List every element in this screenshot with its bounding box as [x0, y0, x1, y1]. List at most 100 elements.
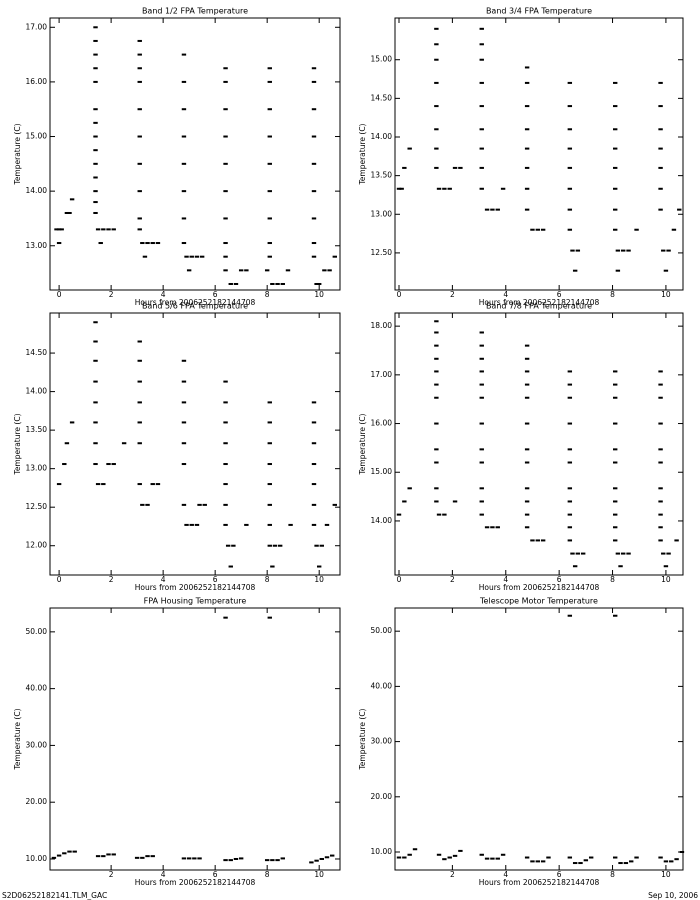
x-tick-label: 6	[213, 290, 218, 299]
point	[479, 383, 484, 386]
point	[613, 147, 618, 150]
point	[613, 370, 618, 373]
point	[56, 854, 62, 857]
point	[93, 421, 98, 424]
point	[267, 503, 272, 506]
point	[479, 147, 484, 150]
point	[434, 58, 439, 61]
point	[223, 421, 228, 424]
point	[524, 370, 530, 373]
point	[613, 539, 618, 542]
point	[621, 552, 626, 555]
point	[311, 80, 317, 83]
point	[458, 849, 463, 852]
point	[402, 500, 407, 503]
point	[613, 128, 618, 131]
point	[311, 401, 317, 404]
point	[184, 255, 189, 258]
point	[524, 422, 530, 425]
point	[324, 523, 330, 526]
point	[181, 442, 187, 445]
point	[93, 380, 98, 383]
point	[524, 856, 530, 859]
point	[197, 857, 202, 860]
point	[658, 448, 663, 451]
point	[524, 487, 530, 490]
point	[267, 162, 272, 165]
point	[62, 463, 67, 466]
point	[145, 855, 150, 858]
point	[495, 857, 500, 860]
point	[567, 105, 573, 108]
point	[658, 422, 663, 425]
point	[140, 856, 145, 859]
x-tick-label: 10	[661, 575, 671, 584]
point	[524, 147, 530, 150]
point	[495, 208, 500, 211]
point	[618, 862, 623, 865]
point	[150, 242, 155, 245]
point	[524, 81, 530, 84]
point	[615, 269, 621, 272]
y-tick-label: 14.00	[371, 132, 393, 141]
point	[223, 190, 228, 193]
point	[434, 461, 439, 464]
point	[311, 217, 317, 220]
x-tick-label: 2	[450, 870, 455, 879]
point	[530, 860, 535, 863]
x-tick-label: 4	[161, 290, 166, 299]
y-axis-label: Temperature (C)	[13, 123, 22, 185]
point	[407, 487, 412, 490]
point	[479, 27, 484, 30]
point	[267, 108, 272, 111]
point	[540, 539, 546, 542]
point	[626, 552, 631, 555]
point	[270, 565, 275, 568]
point	[567, 422, 573, 425]
point	[658, 105, 663, 108]
y-axis-label: Temperature (C)	[13, 708, 22, 770]
x-tick-label: 6	[557, 870, 562, 879]
point	[62, 852, 67, 855]
point	[181, 401, 187, 404]
point	[524, 500, 530, 503]
x-tick-label: 4	[503, 870, 508, 879]
point	[442, 858, 447, 861]
point	[407, 853, 412, 856]
point	[223, 503, 228, 506]
point	[329, 854, 335, 857]
point	[270, 282, 275, 285]
x-tick-label: 2	[109, 870, 114, 879]
point	[67, 850, 72, 853]
point	[267, 523, 272, 526]
y-tick-label: 14.00	[371, 516, 393, 525]
point	[311, 421, 317, 424]
point	[228, 859, 233, 862]
point	[434, 27, 439, 30]
point	[658, 208, 663, 211]
y-tick-label: 13.50	[371, 171, 393, 180]
point	[434, 105, 439, 108]
point	[613, 187, 618, 190]
point	[316, 565, 322, 568]
point	[181, 503, 187, 506]
footer-date: Sep 10, 2006	[648, 891, 698, 900]
point	[223, 108, 228, 111]
point	[434, 357, 439, 360]
point	[267, 544, 272, 547]
point	[452, 166, 458, 169]
plot-frame	[49, 607, 341, 871]
point	[613, 856, 618, 859]
point	[311, 442, 317, 445]
y-tick-label: 12.00	[26, 541, 48, 550]
x-tick-label: 4	[161, 575, 166, 584]
point	[137, 359, 142, 362]
x-tick-label: 6	[557, 575, 562, 584]
point	[484, 208, 490, 211]
x-tick-label: 2	[109, 290, 114, 299]
point	[223, 401, 228, 404]
point	[93, 463, 98, 466]
point	[479, 43, 484, 46]
point	[137, 217, 142, 220]
x-tick-label: 6	[213, 870, 218, 879]
